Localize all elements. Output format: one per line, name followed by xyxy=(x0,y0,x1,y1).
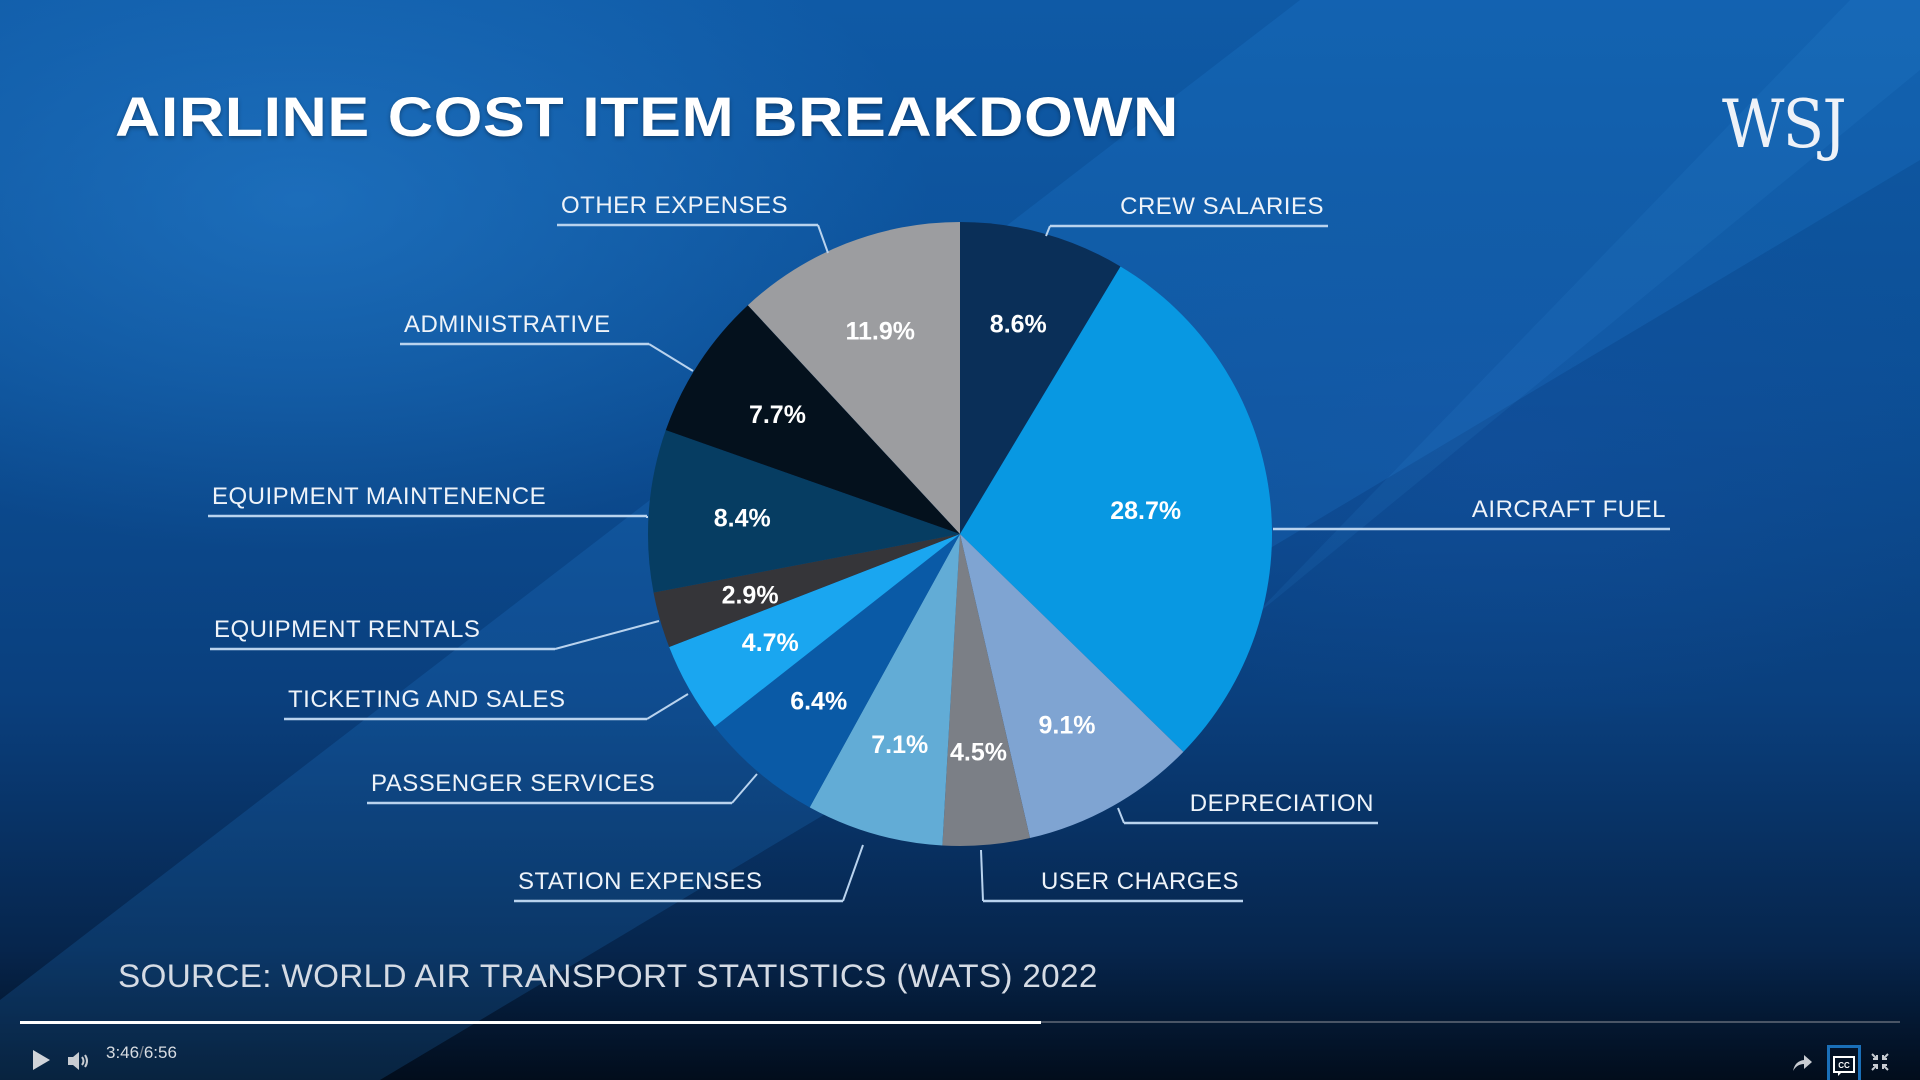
duration: 6:56 xyxy=(143,1043,177,1062)
exit-fullscreen-icon[interactable] xyxy=(1870,1052,1890,1072)
pie-slice-passenger-services xyxy=(714,534,960,808)
callout-equipment-maintenence: EQUIPMENT MAINTENENCE xyxy=(208,483,648,518)
pie-slices xyxy=(648,222,1273,846)
callout-administrative: ADMINISTRATIVE xyxy=(400,311,694,372)
cc-label: CC xyxy=(1838,1061,1850,1070)
progress-track[interactable] xyxy=(20,1021,1900,1024)
callout-ticketing-and-sales: TICKETING AND SALES xyxy=(284,686,689,721)
category-label-administrative: ADMINISTRATIVE xyxy=(404,311,611,338)
callout-station-expenses: STATION EXPENSES xyxy=(514,844,864,903)
closed-captions-icon: CC xyxy=(1833,1056,1855,1076)
category-label-other-expenses: OTHER EXPENSES xyxy=(561,192,788,219)
play-icon[interactable] xyxy=(30,1048,52,1072)
callout-leader xyxy=(1117,807,1125,824)
pie-slice-other-expenses xyxy=(747,222,960,534)
volume-icon[interactable] xyxy=(66,1050,92,1072)
callout-leader xyxy=(817,224,829,254)
category-label-ticketing-and-sales: TICKETING AND SALES xyxy=(288,686,566,713)
pie-slice-ticketing-and-sales xyxy=(669,534,960,727)
source-note: SOURCE: WORLD AIR TRANSPORT STATISTICS (… xyxy=(118,958,1098,994)
callout-user-charges: USER CHARGES xyxy=(980,849,1243,903)
category-label-equipment-maintenence: EQUIPMENT MAINTENENCE xyxy=(212,483,546,510)
category-label-passenger-services: PASSENGER SERVICES xyxy=(371,770,655,797)
share-icon[interactable] xyxy=(1791,1054,1813,1072)
pie-callouts: CREW SALARIES AIRCRAFT FUEL DEPRECIATION US… xyxy=(208,192,1670,903)
value-label-depreciation: 9.1% xyxy=(1039,711,1096,739)
value-label-crew-salaries: 8.6% xyxy=(990,311,1047,339)
pie-slice-crew-salaries xyxy=(960,222,1121,534)
time-display: 3:46/6:56 xyxy=(106,1043,177,1063)
category-label-depreciation: DEPRECIATION xyxy=(1190,790,1374,817)
callout-depreciation: DEPRECIATION xyxy=(1117,790,1378,825)
pie-slice-user-charges xyxy=(942,534,1030,846)
pie-slice-depreciation xyxy=(960,534,1184,839)
category-label-aircraft-fuel: AIRCRAFT FUEL xyxy=(1472,496,1666,523)
value-label-passenger-services: 6.4% xyxy=(790,688,847,716)
callout-leader xyxy=(648,343,694,372)
progress-fill xyxy=(20,1021,1041,1024)
value-label-equipment-maintenence: 8.4% xyxy=(714,505,771,533)
pie-slice-equipment-maintenence xyxy=(648,430,960,593)
category-label-station-expenses: STATION EXPENSES xyxy=(518,868,763,895)
callout-crew-salaries: CREW SALARIES xyxy=(1045,193,1328,237)
callout-leader xyxy=(980,849,984,902)
wsj-logo: WSJ xyxy=(1722,86,1847,163)
category-label-crew-salaries: CREW SALARIES xyxy=(1120,193,1324,220)
category-label-user-charges: USER CHARGES xyxy=(1041,868,1239,895)
beam-band-2 xyxy=(1250,0,1920,620)
callout-aircraft-fuel: AIRCRAFT FUEL xyxy=(1273,496,1670,531)
callout-leader xyxy=(554,620,660,650)
pie-value-labels: 8.6% 28.7% 9.1% 4.5% 7.1% 6.4% 4.7% 2.9% 8.4% 7.7… xyxy=(714,311,1181,767)
value-label-aircraft-fuel: 28.7% xyxy=(1110,497,1181,525)
closed-captions-button[interactable]: CC xyxy=(1827,1045,1861,1080)
callout-leader xyxy=(842,844,864,902)
callout-leader xyxy=(1045,225,1051,237)
chart-title: AIRLINE COST ITEM BREAKDOWN xyxy=(115,85,1179,148)
callout-leader xyxy=(646,693,689,720)
current-time: 3:46 xyxy=(106,1043,140,1062)
callout-passenger-services: PASSENGER SERVICES xyxy=(367,770,758,805)
value-label-user-charges: 4.5% xyxy=(950,739,1007,767)
callout-leader xyxy=(731,773,758,804)
pie-slice-administrative xyxy=(665,305,960,534)
pie-slice-equipment-rentals xyxy=(653,534,960,648)
pie-slice-station-expenses xyxy=(809,534,960,846)
callout-other-expenses: OTHER EXPENSES xyxy=(557,192,829,254)
category-label-equipment-rentals: EQUIPMENT RENTALS xyxy=(214,616,480,643)
value-label-other-expenses: 11.9% xyxy=(845,318,915,346)
video-controls: 3:46/6:56 CC xyxy=(0,1010,1920,1080)
pie-slice-aircraft-fuel xyxy=(960,266,1273,752)
value-label-station-expenses: 7.1% xyxy=(871,731,928,759)
value-label-ticketing-and-sales: 4.7% xyxy=(742,629,799,657)
time-separator: / xyxy=(139,1043,144,1062)
value-label-administrative: 7.7% xyxy=(749,401,806,429)
callout-equipment-rentals: EQUIPMENT RENTALS xyxy=(210,616,660,651)
value-label-equipment-rentals: 2.9% xyxy=(722,581,779,609)
